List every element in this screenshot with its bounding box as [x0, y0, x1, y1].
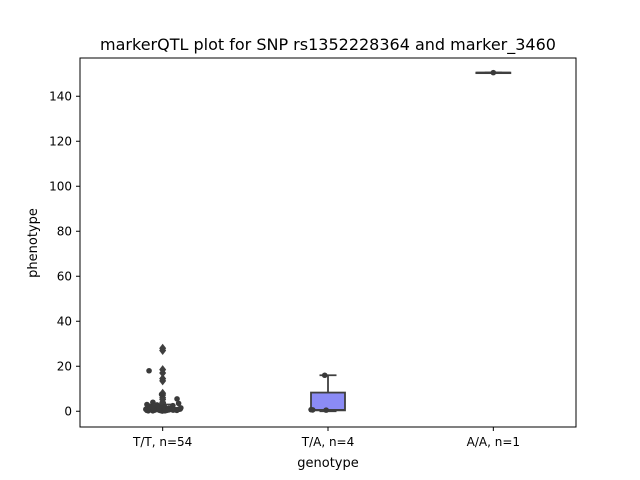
data-point — [149, 404, 156, 411]
box-group — [310, 374, 346, 413]
y-tick-label: 120 — [49, 134, 72, 148]
strip-points — [308, 372, 329, 413]
plot-frame — [79, 57, 577, 428]
data-point — [490, 69, 497, 76]
strip-points — [490, 69, 497, 76]
x-tick-label: T/A, n=4 — [301, 435, 355, 449]
box — [310, 391, 346, 412]
data-point — [174, 396, 180, 402]
data-point — [158, 391, 165, 398]
data-point — [144, 401, 150, 408]
plot-area — [143, 69, 512, 414]
y-tick-label: 0 — [64, 404, 72, 418]
outlier-point — [159, 365, 167, 375]
x-axis: T/T, n=54 T/A, n=4 A/A, n=1 — [132, 427, 520, 449]
y-tick-label: 140 — [49, 89, 72, 103]
data-point — [156, 407, 162, 413]
data-point — [321, 372, 328, 379]
y-tick-label: 80 — [57, 224, 72, 238]
chart-title: markerQTL plot for SNP rs1352228364 and … — [100, 35, 556, 55]
y-axis: 0 20 40 60 80 100 120 140 — [49, 89, 80, 418]
data-point — [150, 399, 156, 406]
y-tick-label: 60 — [57, 269, 72, 283]
data-point — [146, 367, 152, 374]
outlier-point — [159, 374, 167, 384]
data-point — [154, 402, 160, 408]
x-axis-label: genotype — [297, 456, 358, 471]
data-point — [308, 406, 314, 413]
y-tick-label: 20 — [57, 359, 72, 373]
data-point — [175, 400, 182, 407]
outlier-point — [159, 343, 167, 353]
y-axis-label: phenotype — [26, 208, 41, 278]
y-tick-label: 100 — [49, 179, 72, 193]
y-tick-label: 40 — [57, 314, 72, 328]
data-point — [165, 405, 172, 412]
data-point — [178, 405, 184, 411]
strip-points — [143, 367, 184, 414]
data-point — [323, 407, 329, 413]
x-tick-label: A/A, n=1 — [467, 435, 520, 449]
x-tick-label: T/T, n=54 — [132, 435, 192, 449]
